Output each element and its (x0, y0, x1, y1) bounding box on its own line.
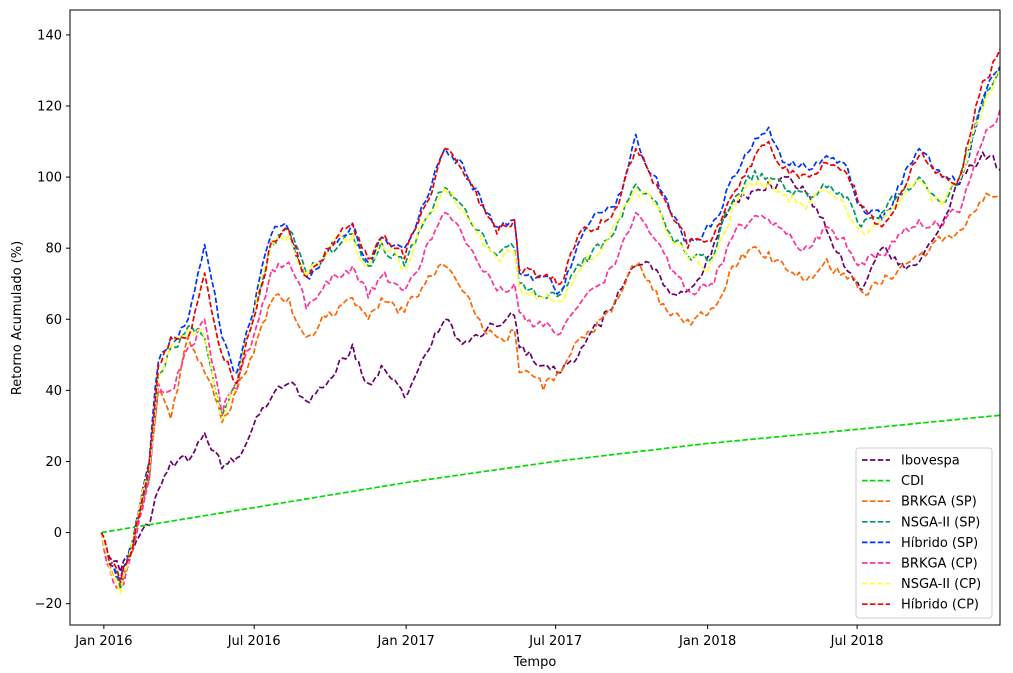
legend: Ibovespa CDI BRKGA (SP) NSGA-II (SP) Híbrido… (855, 447, 993, 619)
series-layer (100, 48, 1001, 594)
y-tick-label: 40 (45, 384, 62, 399)
x-axis-label: Tempo (513, 655, 557, 670)
series-line-7 (100, 48, 1001, 584)
legend-label: BRKGA (CP) (901, 557, 978, 572)
series-line-6 (100, 69, 1001, 594)
series-line-0 (100, 151, 1001, 573)
plot-frame (69, 9, 1001, 626)
series-line-2 (100, 192, 1001, 587)
legend-box (855, 447, 993, 619)
legend-label: Ibovespa (901, 454, 960, 469)
x-tick-label: Jul 2018 (830, 634, 884, 649)
y-tick-label: 120 (37, 99, 62, 114)
y-tick-label: 100 (37, 171, 62, 186)
legend-label: CDI (901, 474, 924, 489)
y-axis: −20 0 20 40 60 80 100 120 140 (35, 28, 70, 612)
legend-label: Híbrido (SP) (901, 536, 978, 551)
x-tick-label: Jan 2017 (377, 634, 435, 649)
x-tick-label: Jan 2018 (678, 634, 736, 649)
y-tick-label: −20 (35, 597, 62, 612)
x-tick-label: Jan 2016 (74, 634, 132, 649)
x-axis: Jan 2016 Jul 2016 Jan 2017 Jul 2017 Jan 2018… (74, 625, 884, 649)
x-tick-label: Jul 2017 (528, 634, 582, 649)
y-tick-label: 60 (45, 313, 62, 328)
y-tick-label: 80 (45, 242, 62, 257)
series-line-5 (100, 109, 1001, 589)
series-line-1 (101, 414, 1001, 534)
y-tick-label: 20 (45, 455, 62, 470)
y-tick-label: 140 (37, 28, 62, 43)
legend-label: BRKGA (SP) (901, 495, 977, 510)
x-tick-label: Jul 2016 (227, 634, 281, 649)
y-axis-label: Retorno Acumulado (%) (10, 241, 25, 395)
legend-label: Híbrido (CP) (901, 598, 979, 613)
y-tick-label: 0 (54, 526, 62, 541)
legend-label: NSGA-II (CP) (901, 577, 981, 592)
legend-label: NSGA-II (SP) (901, 515, 980, 530)
